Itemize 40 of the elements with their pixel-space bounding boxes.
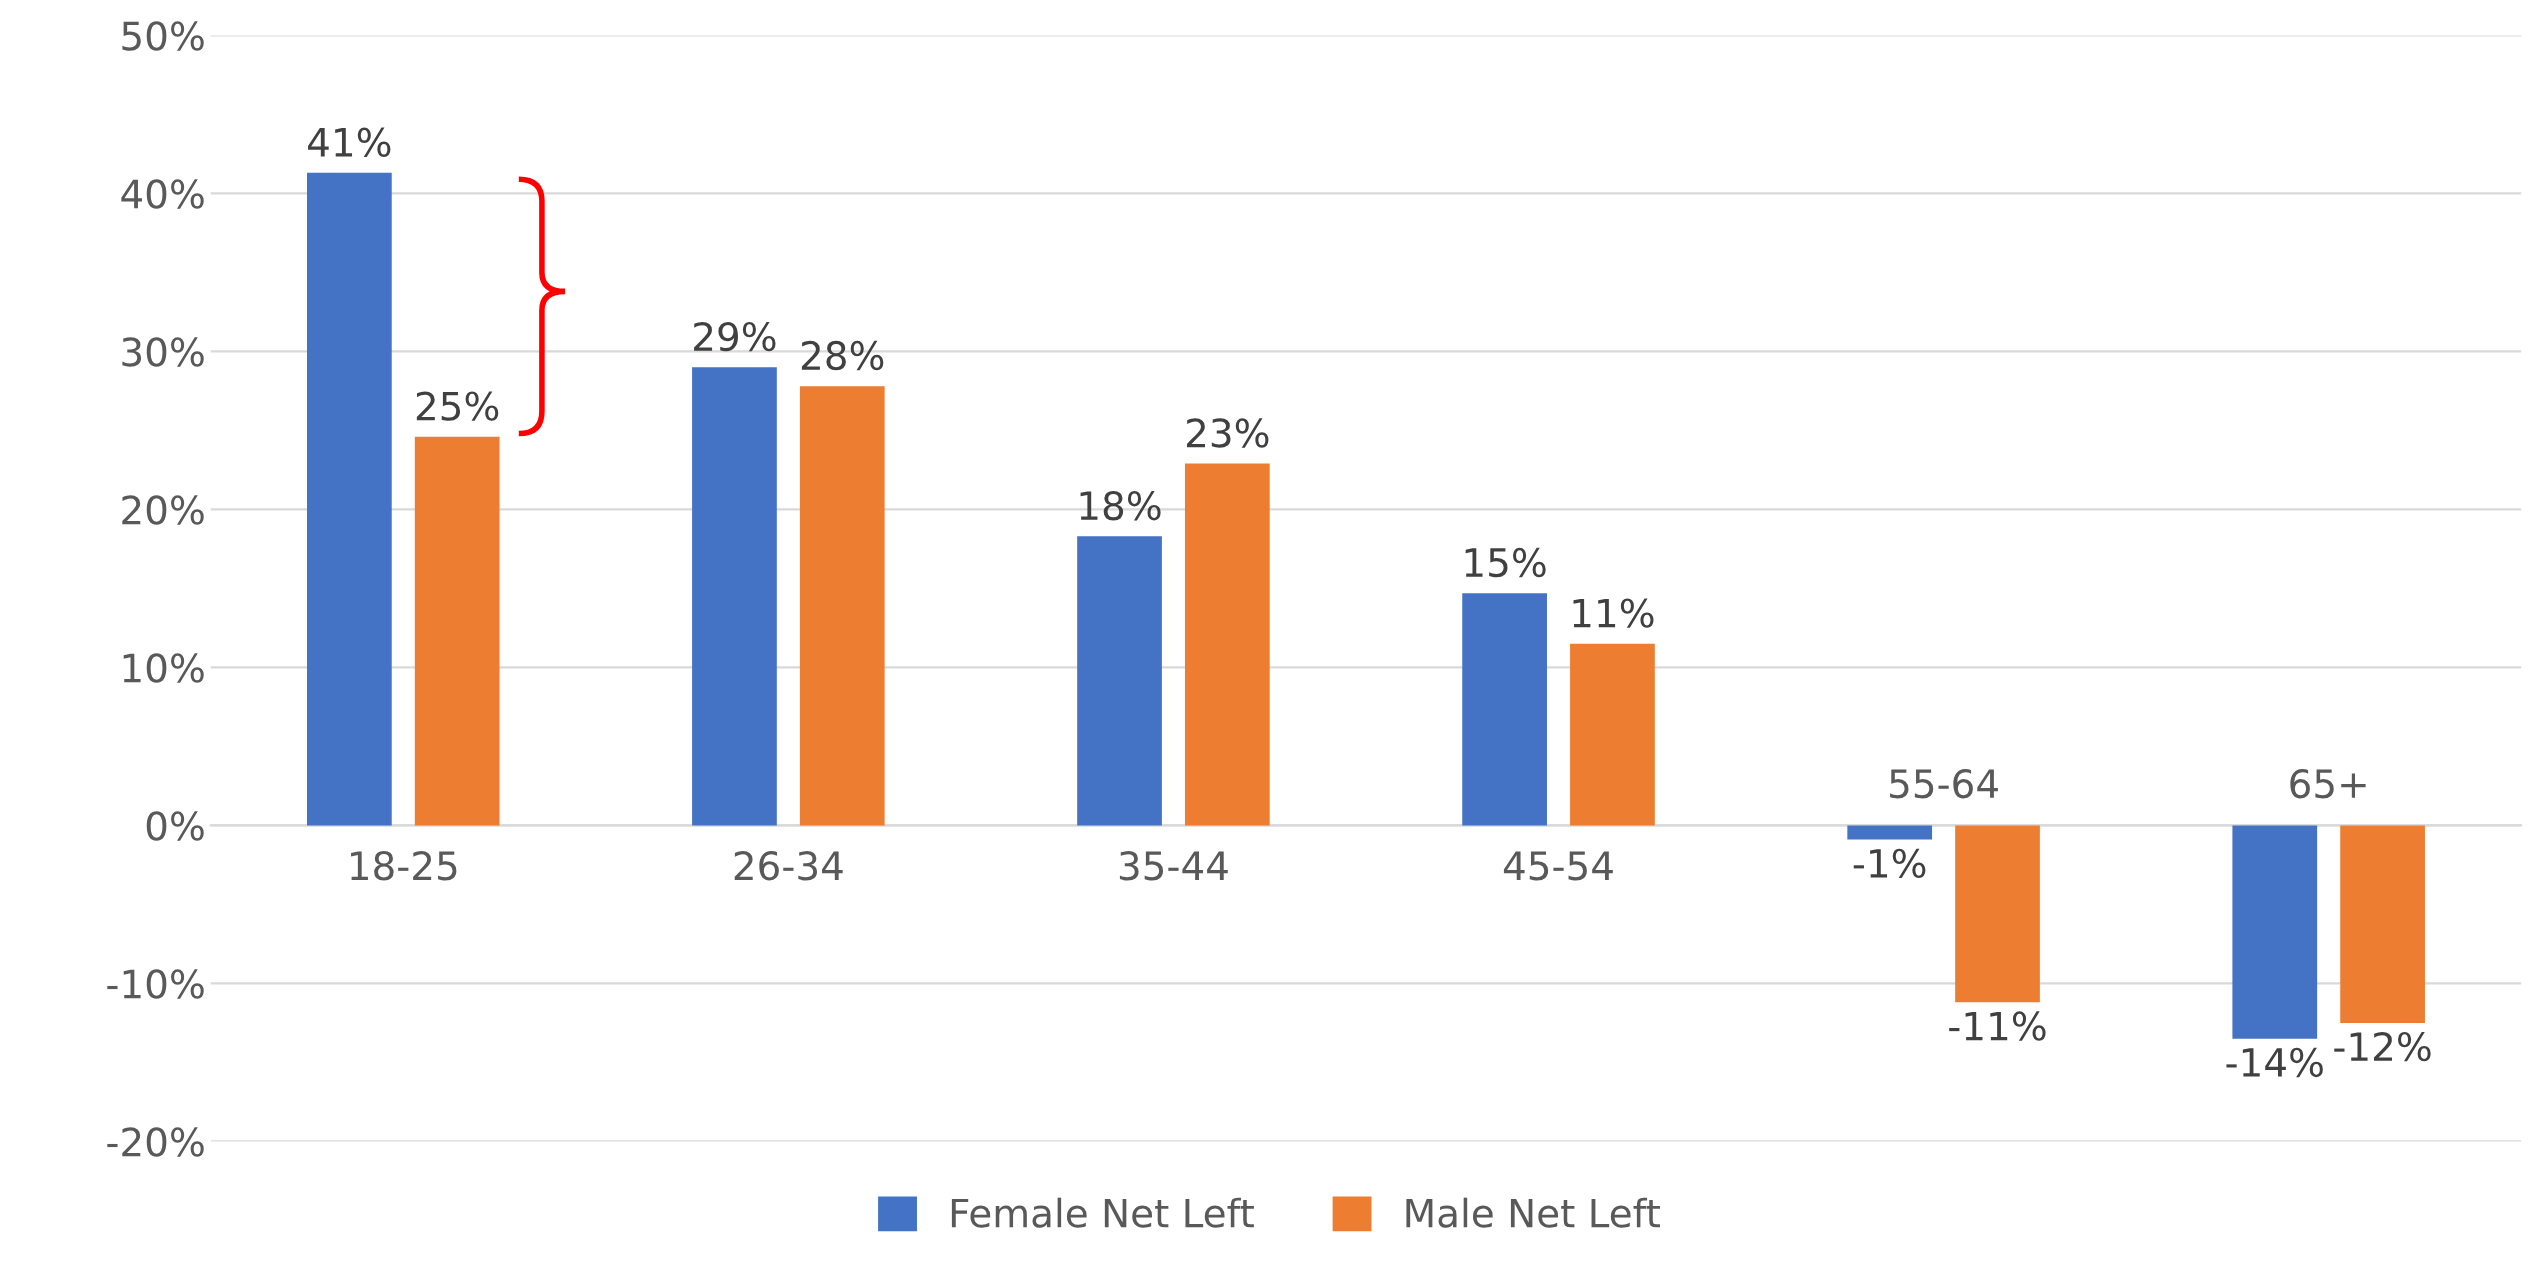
data-label: 11% (1573, 598, 1654, 628)
y-tick-label: 30% (122, 337, 204, 367)
data-label: 15% (1465, 547, 1546, 578)
y-tick-label: 20% (122, 495, 204, 525)
x-tick-label: 65+ (2290, 769, 2366, 799)
x-tick-label: 55-64 (1890, 769, 1998, 799)
data-label: -11% (1949, 1011, 2046, 1041)
data-label: 25% (416, 391, 499, 421)
data-label: 29% (694, 321, 776, 352)
bar (1570, 643, 1655, 826)
bar (2232, 825, 2318, 1039)
x-tick-label: 18-25 (351, 851, 457, 881)
data-label: -14% (2226, 1047, 2323, 1078)
bar (1184, 463, 1270, 826)
x-tick-label: 35-44 (1119, 851, 1228, 881)
bar (1077, 536, 1162, 826)
bar (1462, 593, 1547, 826)
y-tick-label: 50% (122, 21, 204, 51)
bar (307, 172, 392, 826)
x-tick-label: 45-54 (1503, 851, 1613, 881)
bar (2340, 825, 2425, 1023)
legend-label: Female Net Left (951, 1197, 1254, 1228)
y-tick-label: -20% (107, 1127, 204, 1157)
data-label: 23% (1186, 418, 1269, 448)
y-tick-label: 10% (123, 653, 204, 683)
data-label: 28% (801, 340, 884, 371)
bar (799, 386, 885, 826)
y-tick-label: -10% (107, 969, 204, 999)
bar (414, 436, 500, 826)
y-tick-label: 40% (121, 179, 204, 209)
bar (1955, 825, 2040, 1003)
y-tick-label: 0% (146, 811, 204, 841)
data-label: 18% (1080, 490, 1161, 521)
data-label: 41% (308, 127, 391, 157)
bar (692, 367, 777, 826)
bar (1847, 825, 1933, 840)
x-tick-label: 26-34 (734, 851, 843, 881)
data-label: -12% (2334, 1031, 2431, 1062)
legend-label: Male Net Left (1406, 1197, 1660, 1228)
data-label: -1% (1853, 848, 1926, 879)
